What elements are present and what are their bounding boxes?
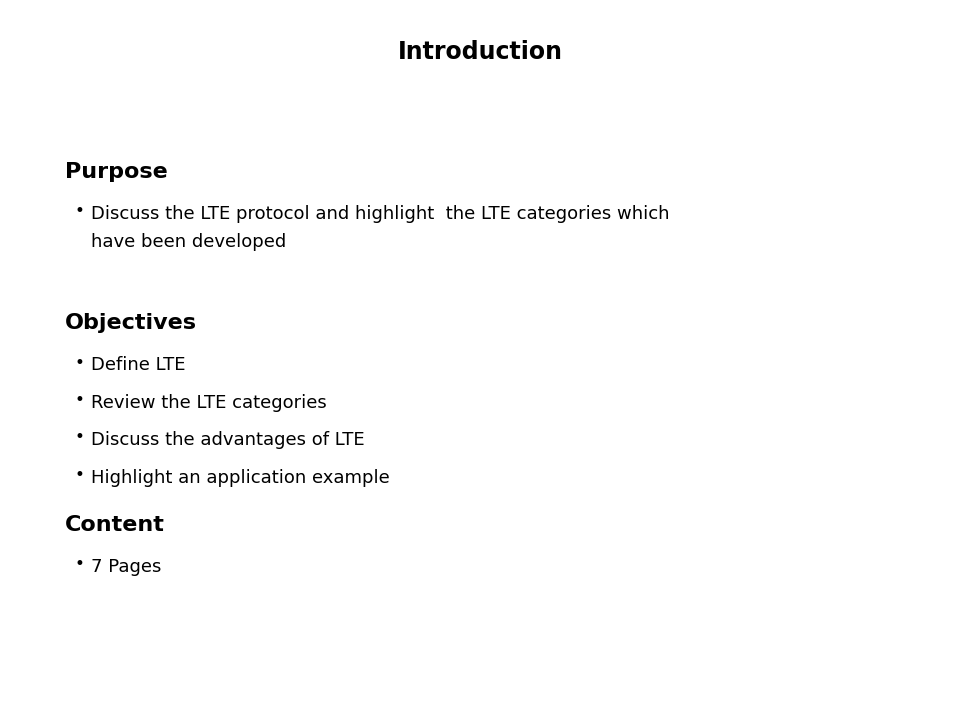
Text: Highlight an application example: Highlight an application example (91, 469, 390, 487)
Text: •: • (75, 202, 84, 220)
Text: have been developed: have been developed (91, 233, 286, 251)
Text: Review the LTE categories: Review the LTE categories (91, 394, 327, 412)
Text: Content: Content (65, 515, 165, 535)
Text: •: • (75, 555, 84, 573)
Text: Define LTE: Define LTE (91, 356, 185, 374)
Text: 7 Pages: 7 Pages (91, 558, 161, 576)
Text: Discuss the advantages of LTE: Discuss the advantages of LTE (91, 431, 365, 449)
Text: •: • (75, 428, 84, 446)
Text: Objectives: Objectives (65, 313, 198, 333)
Text: •: • (75, 391, 84, 409)
Text: •: • (75, 354, 84, 372)
Text: Purpose: Purpose (65, 162, 168, 182)
Text: Discuss the LTE protocol and highlight  the LTE categories which: Discuss the LTE protocol and highlight t… (91, 205, 670, 223)
Text: Introduction: Introduction (397, 40, 563, 63)
Text: •: • (75, 466, 84, 484)
